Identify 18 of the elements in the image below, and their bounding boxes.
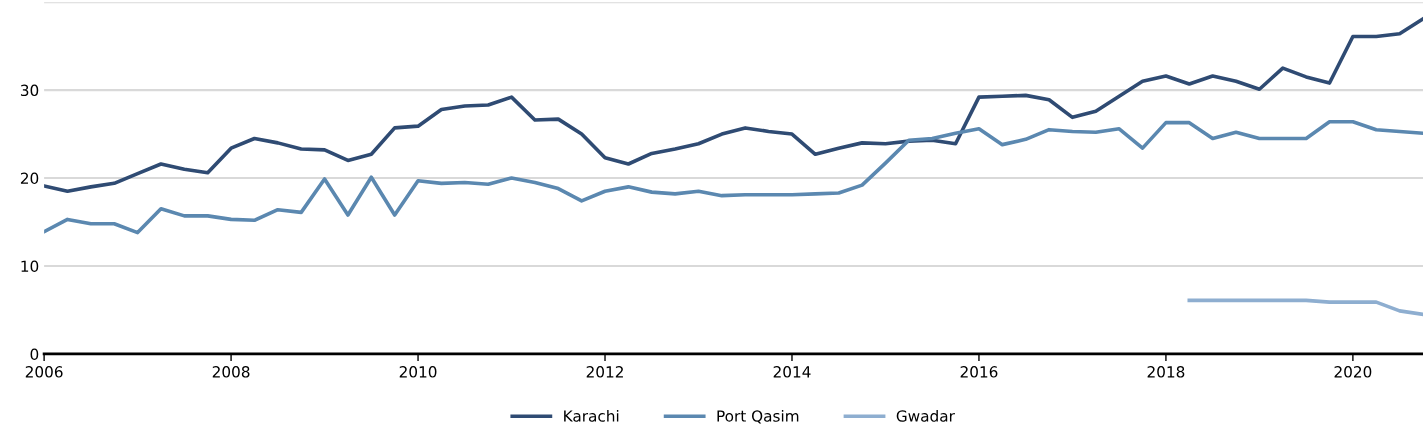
line-series xyxy=(44,119,1423,235)
line-series xyxy=(1187,298,1423,317)
x-tick-label: 2016 xyxy=(960,366,998,378)
legend-label: Karachi xyxy=(564,409,619,422)
legend-label: Port Qasim xyxy=(717,409,799,424)
x-tick-label: 2012 xyxy=(586,366,623,378)
y-tick-label: 0 xyxy=(30,348,39,360)
line-series xyxy=(44,17,1423,194)
y-tick-label: 10 xyxy=(21,260,39,273)
y-tick-label: 20 xyxy=(20,172,39,185)
x-tick-label: 2020 xyxy=(1334,366,1372,378)
x-tick-label: 2008 xyxy=(212,366,250,378)
y-tick-label: 30 xyxy=(20,84,39,97)
x-tick-label: 2006 xyxy=(25,366,63,378)
x-tick-label: 2014 xyxy=(773,366,811,378)
x-tick-label: 2018 xyxy=(1147,366,1185,378)
legend-label: Gwadar xyxy=(896,409,955,422)
x-tick-label: 2010 xyxy=(399,366,437,378)
